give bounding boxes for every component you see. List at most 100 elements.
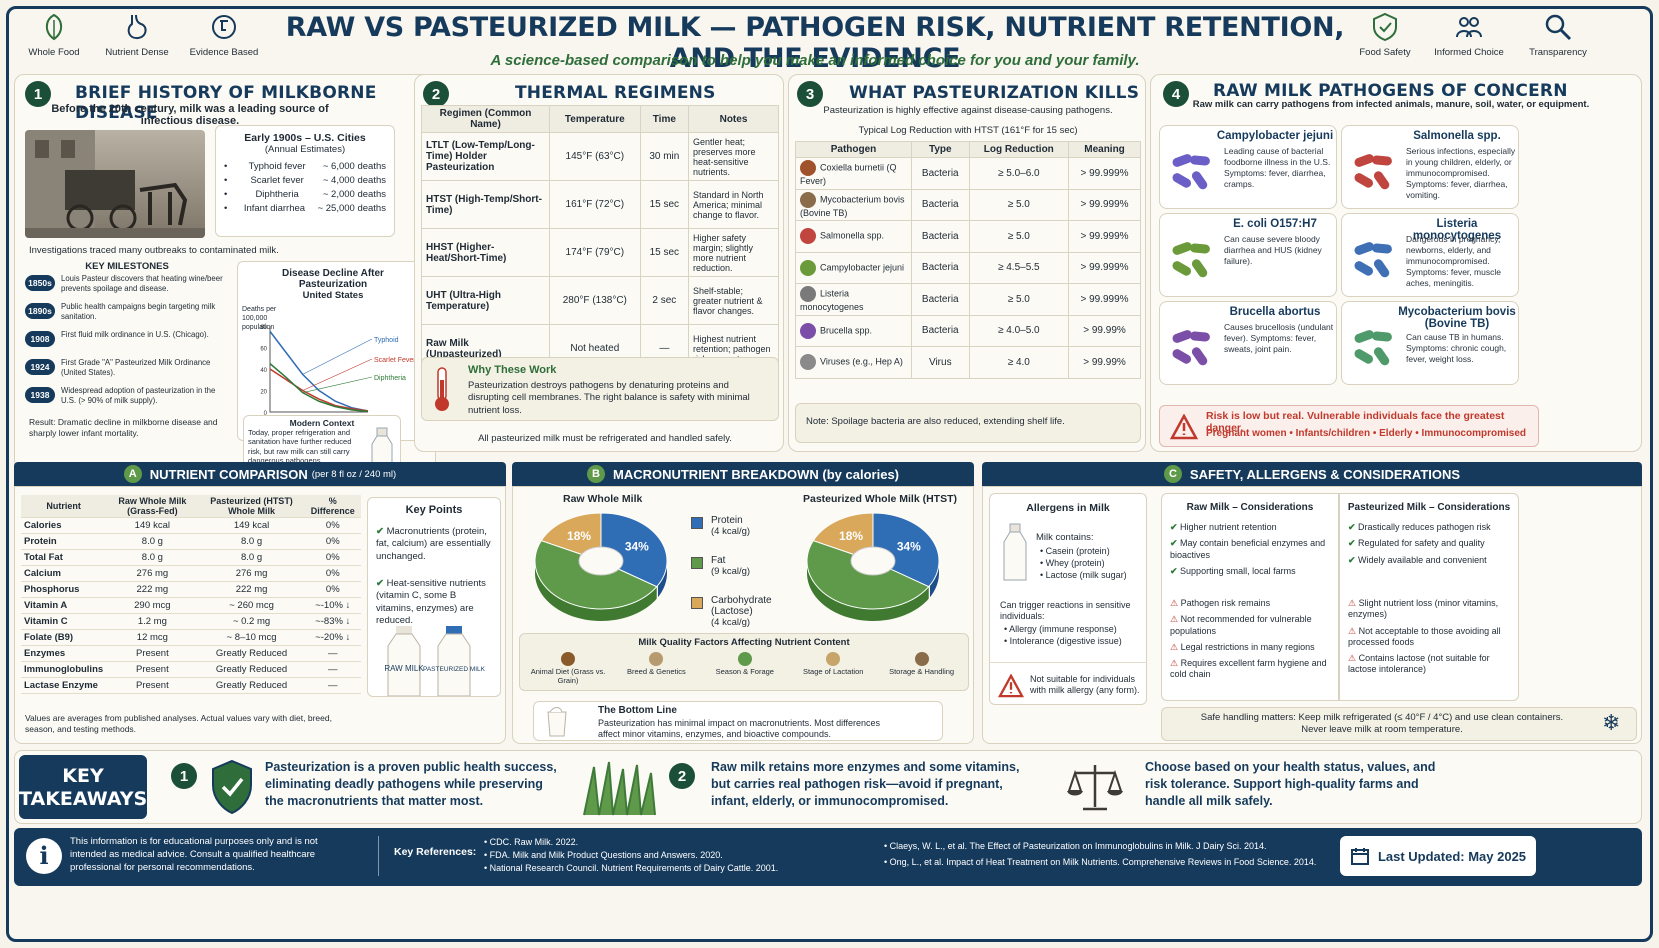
trigger-intro: Can trigger reactions in sensitive indiv… (1000, 600, 1131, 622)
pathogen-card: Salmonella spp. Serious infections, espec… (1341, 125, 1519, 209)
raw-considerations-box: Raw Milk – Considerations Higher nutrien… (1161, 493, 1339, 701)
table-cell: Calcium (21, 565, 107, 582)
pie-slice-carbohydrate (540, 512, 602, 562)
bar-macro: B MACRONUTRIENT BREAKDOWN (by calories) (512, 462, 974, 486)
key-points-title: Key Points (405, 504, 463, 516)
table-cell: 276 mg (198, 565, 305, 582)
milk-bottles-image: RAW MILK PASTEURIZED MILK (384, 626, 486, 696)
takeaways-title: KEY TAKEAWAYS (19, 765, 148, 810)
table-cell: — (304, 645, 361, 662)
badge-informed-choice: Informed Choice (1434, 12, 1504, 59)
death-cause: Diphtheria (255, 188, 299, 200)
bottom-line-box: The Bottom Line Pasteurization has minim… (533, 701, 943, 741)
warning-icon (1170, 414, 1198, 440)
table-cell: 12 mcg (106, 629, 199, 646)
germ-icon (800, 228, 816, 245)
quality-factor: Animal Diet (Grass vs. Grain) (524, 650, 612, 685)
cell-text: ≥ 4.5–5.5 (997, 262, 1040, 274)
table-cell: Bacteria (911, 283, 970, 316)
table-cell: LTLT (Low-Temp/Long-Time) Holder Pasteur… (421, 132, 550, 181)
cell-text: ≥ 5.0–6.0 (997, 167, 1040, 179)
table-header: Nutrient (21, 495, 107, 518)
takeaway-text: Pasteurization is a proven public health… (265, 760, 557, 808)
table-cell: Virus (911, 346, 970, 379)
cell-text: > 99.999% (1080, 167, 1129, 179)
quality-factor: Stage of Lactation (789, 650, 877, 677)
death-value: ~ 4,000 deaths (322, 174, 386, 186)
section-title: MACRONUTRIENT BREAKDOWN (by calories) (612, 466, 899, 482)
result-text: Result: Dramatic decline in milkborne di… (29, 417, 218, 438)
pro-item: Widely available and convenient (1348, 555, 1514, 566)
factors-box: Milk Quality Factors Affecting Nutrient … (519, 633, 969, 691)
cell-text: Listeria monocytogenes (800, 288, 864, 313)
reference: • Claeys, W. L., et al. The Effect of Pa… (884, 841, 1267, 851)
kills-note-box: Note: Spoilage bacteria are also reduced… (795, 403, 1141, 443)
legend-swatch (691, 517, 703, 529)
pathogen-card: Mycobacterium bovis (Bovine TB) Can cause… (1341, 301, 1519, 385)
table-cell: ~ 0.2 mg (198, 613, 305, 630)
quality-factor: Season & Forage (701, 650, 789, 677)
series-label: Diphtheria (374, 375, 406, 382)
disclaimer: This information is for educational purp… (70, 836, 318, 873)
quality-factor: Breed & Genetics (612, 650, 700, 677)
reference: • CDC. Raw Milk. 2022. (484, 837, 579, 847)
table-row: Lactase Enzyme Present Greatly Reduced — (21, 677, 361, 694)
trigger: • Allergy (immune response) (1004, 624, 1117, 634)
pie-hole (850, 546, 896, 576)
milestone-text: Louis Pasteur discovers that heating win… (61, 274, 223, 293)
table-cell: Greatly Reduced (198, 661, 305, 678)
cell-text: ≥ 5.0 (1007, 230, 1030, 242)
reference: • Ong, L., et al. Impact of Heat Treatme… (884, 857, 1317, 868)
badge-evidence-based: Evidence Based (186, 12, 262, 59)
takeaways-label: KEY TAKEAWAYS (19, 755, 147, 819)
cell-text: Viruses (e.g., Hep A) (820, 356, 903, 367)
table-cell: Vitamin C (21, 613, 107, 630)
table-cell: ≥ 4.0 (968, 346, 1070, 379)
milestone-year: 1890s (25, 303, 55, 319)
legend-sub: (9 kcal/g) (711, 566, 751, 577)
divider (990, 662, 1146, 663)
footer: i This information is for educational pu… (14, 828, 1642, 886)
death-value: ~ 2,000 deaths (322, 188, 386, 200)
last-updated: Last Updated: May 2025 (1377, 848, 1527, 864)
legend-sub: (4 kcal/g) (711, 526, 751, 537)
pie-side (807, 562, 929, 621)
cell-text: Salmonella spp. (820, 230, 885, 241)
factor-label: Animal Diet (Grass vs. Grain) (530, 667, 606, 685)
table-cell: ~-83% ↓ (304, 613, 361, 630)
con-item: Contains lactose (not suitable for lacto… (1348, 653, 1514, 676)
cell-text: > 99.99% (1083, 356, 1126, 368)
takeaway-text: Raw milk retains more enzymes and some v… (711, 760, 1020, 808)
pie-data-label: 18% (839, 529, 863, 543)
table-cell: Bacteria (911, 157, 970, 190)
cell-text: > 99.99% (1083, 325, 1126, 337)
table-cell: ~-20% ↓ (304, 629, 361, 646)
con-item: Legal restrictions in many regions (1170, 642, 1334, 653)
factor-icon (561, 652, 575, 666)
quality-factor: Storage & Handling (878, 650, 966, 677)
table-row: LTLT (Low-Temp/Long-Time) Holder Pasteur… (421, 132, 779, 181)
table-row: Protein 8.0 g 8.0 g 0% (21, 533, 361, 550)
table-cell: 30 min (639, 132, 690, 181)
death-row: • Scarlet fever ~ 4,000 deaths (216, 173, 394, 187)
table-header: Pathogen (795, 141, 912, 158)
pathogen-card: Listeria monocytogenes Dangerous in pregn… (1341, 213, 1519, 297)
milestone-year: 1850s (25, 275, 55, 291)
cell-text: Brucella spp. (820, 325, 873, 336)
refs-right: • Claeys, W. L., et al. The Effect of Pa… (884, 838, 1324, 870)
milestone-text: First fluid milk ordinance in U.S. (Chic… (61, 330, 209, 339)
table-cell: 2 sec (639, 276, 690, 325)
decline-subtitle: United States (302, 290, 364, 301)
table-cell: UHT (Ultra-High Temperature) (421, 276, 550, 325)
table-cell: Bacteria (911, 220, 970, 253)
table-row: Calories 149 kcal 149 kcal 0% (21, 517, 361, 534)
cell-text: ≥ 4.0 (1007, 356, 1030, 368)
table-cell: > 99.99% (1068, 346, 1141, 379)
table-cell: 0% (304, 533, 361, 550)
milestone-text: Public health campaigns begin targeting … (61, 302, 216, 321)
refs-label: Key References: (394, 846, 477, 858)
nutrient-footnote: Values are averages from published analy… (25, 713, 332, 734)
table-cell: Folate (B9) (21, 629, 107, 646)
death-cause: Typhoid fever (248, 160, 306, 172)
section-letter: A (123, 465, 142, 483)
